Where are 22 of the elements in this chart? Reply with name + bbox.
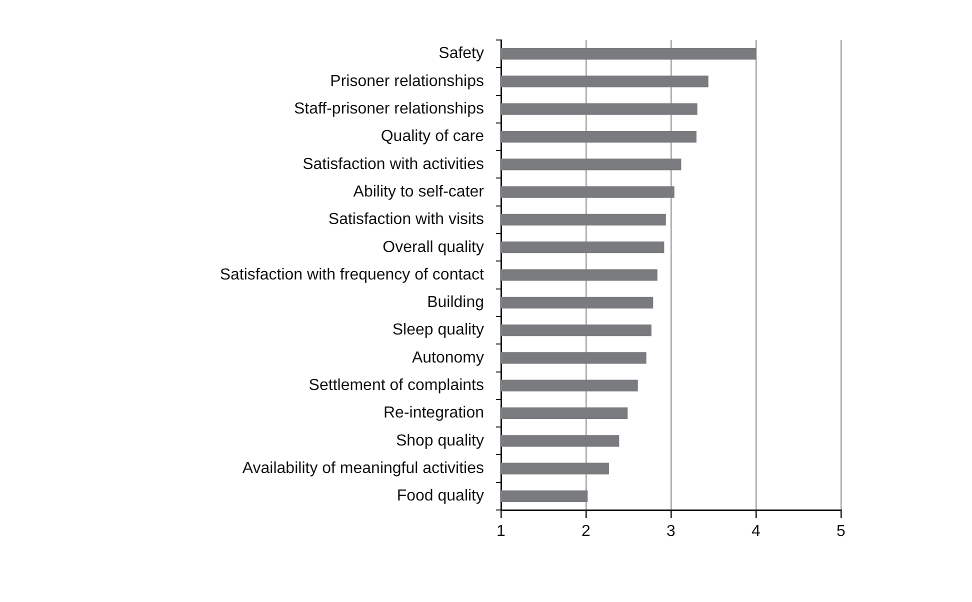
y-tick-label: Sleep quality xyxy=(392,322,484,339)
y-tick-label: Staff-prisoner relationships xyxy=(294,100,484,118)
y-tick-label: Overall quality xyxy=(382,238,484,256)
y-tick-label: Quality of care xyxy=(380,128,484,146)
y-tick-label: Prisoner relationships xyxy=(330,72,484,90)
x-tick-label: 4 xyxy=(752,523,761,540)
y-tick-label: Building xyxy=(427,294,484,312)
y-tick-label: Re-integration xyxy=(384,404,484,422)
y-tick-label: Safety xyxy=(438,45,484,62)
y-tick-label: Shop quality xyxy=(396,432,484,450)
x-tick-label: 5 xyxy=(836,523,846,540)
y-tick-label: Autonomy xyxy=(412,349,484,366)
y-tick-label: Ability to self-cater xyxy=(353,183,485,200)
y-tick-label: Availability of meaningful activities xyxy=(242,460,484,477)
x-tick-label: 1 xyxy=(496,523,506,540)
x-tick-label: 3 xyxy=(666,523,676,540)
y-tick-label: Food quality xyxy=(396,488,484,505)
y-tick-label: Satisfaction with activities xyxy=(302,156,484,173)
x-tick-label: 2 xyxy=(582,523,591,540)
y-tick-label: Satisfaction with frequency of contact xyxy=(220,266,485,284)
y-tick-label: Satisfaction with visits xyxy=(328,211,484,228)
y-tick-label: Settlement of complaints xyxy=(308,376,484,394)
